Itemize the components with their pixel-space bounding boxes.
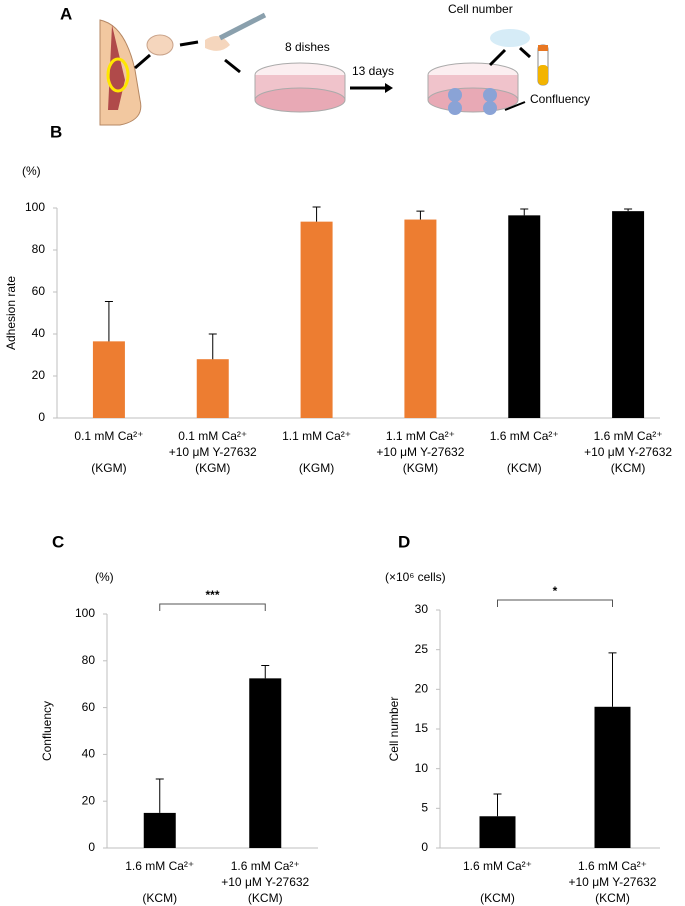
y-tick-label: 100	[75, 606, 95, 620]
error-bar	[416, 210, 425, 220]
x-tick-label: 1.6 mM Ca²⁺	[463, 859, 532, 873]
significance-label: ***	[205, 588, 219, 602]
bar	[508, 215, 541, 418]
x-tick-label: 0.1 mM Ca²⁺	[178, 429, 247, 443]
bar	[196, 359, 229, 418]
x-tick-label: (KCM)	[248, 891, 283, 905]
x-tick-label: 1.6 mM Ca²⁺	[578, 859, 647, 873]
y-tick-label: 80	[82, 653, 96, 667]
error-bar	[155, 778, 164, 813]
y-tick-label: 5	[421, 801, 428, 815]
x-tick-label: 0.1 mM Ca²⁺	[74, 429, 143, 443]
y-axis-unit: (×10⁶ cells)	[385, 570, 446, 584]
panel-label: B	[50, 122, 62, 141]
x-tick-label: +10 μM Y-27632	[169, 445, 257, 459]
x-tick-label: 1.1 mM Ca²⁺	[386, 429, 455, 443]
x-tick-label: (KGM)	[403, 461, 438, 475]
error-bar	[261, 664, 270, 679]
error-bar	[312, 206, 321, 222]
bar	[249, 678, 282, 848]
y-tick-label: 60	[32, 284, 46, 298]
x-tick-label: (KCM)	[507, 461, 542, 475]
significance-bracket	[159, 603, 266, 611]
bar	[92, 341, 125, 418]
x-tick-label: 1.1 mM Ca²⁺	[282, 429, 351, 443]
significance-label: *	[553, 584, 558, 598]
x-tick-label: (KCM)	[595, 891, 630, 905]
panel-label: D	[398, 532, 410, 551]
bar	[143, 812, 176, 848]
bar	[300, 221, 333, 418]
y-tick-label: 10	[415, 761, 429, 775]
x-tick-label: 1.6 mM Ca²⁺	[490, 429, 559, 443]
x-tick-label: (KCM)	[142, 891, 177, 905]
bar	[612, 211, 645, 418]
panel-label: C	[52, 532, 64, 551]
error-bar	[104, 300, 113, 342]
x-tick-label: +10 μM Y-27632	[584, 445, 672, 459]
y-axis-label: Adhesion rate	[4, 276, 18, 350]
y-tick-label: 60	[82, 700, 96, 714]
illustration-text: 8 dishes	[285, 40, 330, 54]
x-tick-label: (KGM)	[299, 461, 334, 475]
bar	[404, 219, 437, 418]
illustration-text: Confluency	[530, 92, 590, 106]
y-tick-label: 20	[415, 682, 429, 696]
x-tick-label: (KCM)	[611, 461, 646, 475]
x-tick-label: 1.6 mM Ca²⁺	[594, 429, 663, 443]
x-tick-label: (KGM)	[91, 461, 126, 475]
y-tick-label: 25	[415, 642, 429, 656]
error-bar	[608, 652, 617, 707]
y-tick-label: 80	[32, 242, 46, 256]
y-tick-label: 15	[415, 721, 429, 735]
x-tick-label: (KCM)	[480, 891, 515, 905]
error-bar	[624, 208, 633, 212]
x-tick-label: +10 μM Y-27632	[221, 875, 309, 889]
bar	[479, 816, 516, 848]
significance-bracket	[497, 599, 613, 607]
y-tick-label: 30	[415, 602, 429, 616]
panel-a-illustration	[99, 12, 549, 126]
y-axis-unit: (%)	[22, 164, 41, 178]
bar	[594, 706, 631, 848]
y-tick-label: 0	[421, 840, 428, 854]
y-tick-label: 20	[32, 368, 46, 382]
error-bar	[208, 333, 217, 360]
y-axis-label: Confluency	[40, 701, 54, 761]
x-tick-label: +10 μM Y-27632	[376, 445, 464, 459]
panel-label: A	[60, 4, 72, 23]
y-axis-unit: (%)	[95, 570, 114, 584]
y-axis-label: Cell number	[387, 697, 401, 762]
error-bar	[493, 793, 502, 817]
x-tick-label: +10 μM Y-27632	[569, 875, 657, 889]
illustration-text: Cell number	[448, 2, 513, 16]
x-tick-label: 1.6 mM Ca²⁺	[231, 859, 300, 873]
x-tick-label: (KGM)	[195, 461, 230, 475]
error-bar	[520, 208, 529, 216]
y-tick-label: 40	[32, 326, 46, 340]
illustration-text: 13 days	[352, 64, 394, 78]
y-tick-label: 20	[82, 793, 96, 807]
y-tick-label: 100	[25, 200, 45, 214]
y-tick-label: 40	[82, 747, 96, 761]
y-tick-label: 0	[88, 840, 95, 854]
x-tick-label: 1.6 mM Ca²⁺	[125, 859, 194, 873]
y-tick-label: 0	[38, 410, 45, 424]
